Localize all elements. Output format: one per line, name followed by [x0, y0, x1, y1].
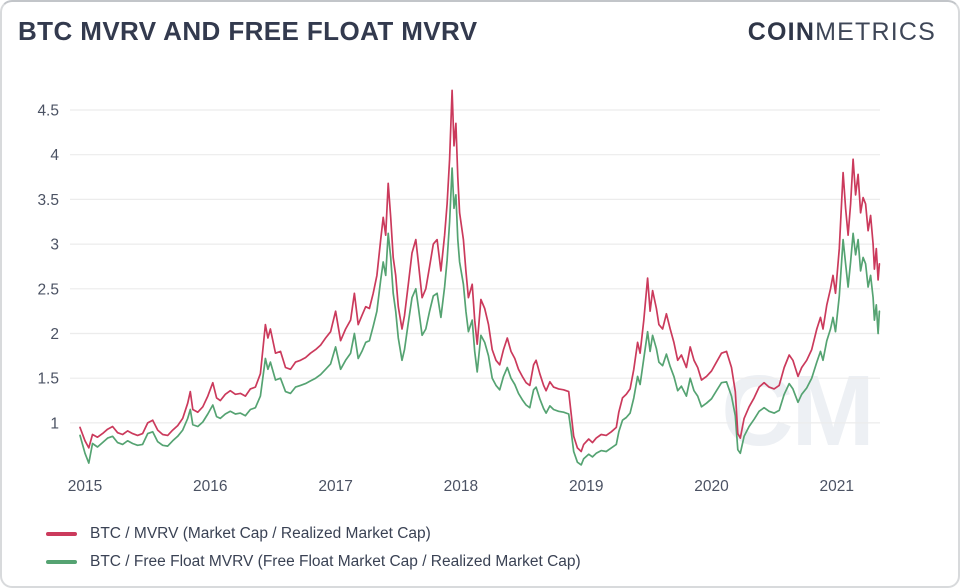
legend-swatch-red [46, 531, 77, 536]
y-tick-label: 4 [50, 147, 59, 164]
x-tick-label: 2020 [694, 478, 729, 495]
y-tick-label: 2.5 [37, 281, 59, 298]
coinmetrics-logo: COINMETRICS [748, 18, 936, 47]
x-tick-label: 2016 [193, 478, 227, 495]
x-tick-label: 2019 [569, 478, 603, 495]
y-tick-label: 2 [50, 326, 59, 343]
logo-metrics-text: METRICS [815, 18, 936, 46]
x-tick-label: 2015 [68, 478, 102, 495]
page-title: BTC MVRV AND FREE FLOAT MVRV [18, 16, 478, 46]
logo-coin-text: COIN [747, 18, 816, 46]
mvrv-line-chart: CM 1 1.5 2 2.5 3 3.5 4 4.5 2015 2016 2017 2018 2019 20… [2, 77, 958, 507]
legend-item-btc-free-float-mvrv: BTC / Free Float MVRV (Free Float Market… [46, 551, 581, 572]
y-tick-label: 3.5 [37, 192, 59, 209]
y-tick-label: 1.5 [37, 371, 59, 388]
x-tick-label: 2017 [318, 478, 352, 495]
legend-item-btc-mvrv: BTC / MVRV (Market Cap / Realized Market… [46, 523, 581, 544]
x-tick-label: 2018 [444, 478, 478, 495]
y-tick-label: 1 [50, 415, 59, 432]
y-tick-label: 3 [50, 237, 59, 254]
x-tick-label: 2021 [820, 478, 854, 495]
btc-free-float-mvrv-line [79, 167, 881, 466]
legend-label-btc-free-float-mvrv: BTC / Free Float MVRV (Free Float Market… [90, 552, 581, 570]
y-tick-label: 4.5 [37, 103, 59, 120]
btc-mvrv-line [79, 89, 881, 453]
legend-label-btc-mvrv: BTC / MVRV (Market Cap / Realized Market… [90, 524, 431, 542]
chart-legend: BTC / MVRV (Market Cap / Realized Market… [46, 523, 581, 572]
legend-swatch-green [46, 559, 77, 564]
